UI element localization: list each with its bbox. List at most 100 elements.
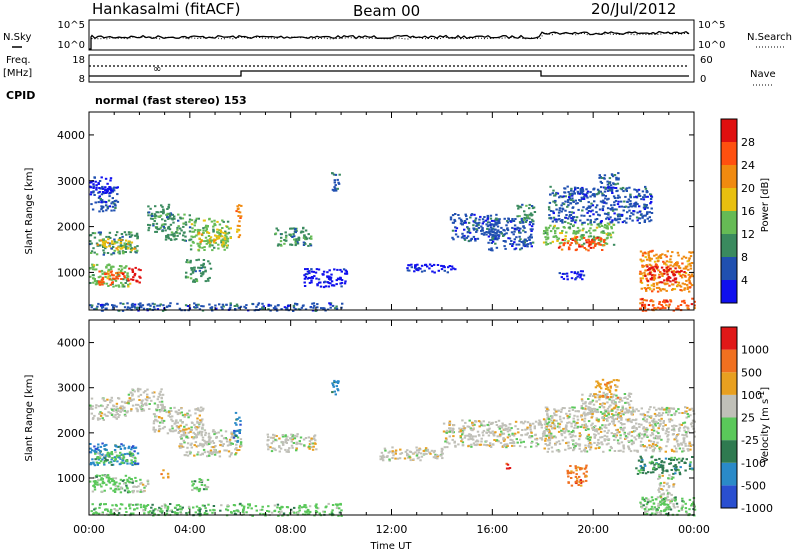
data-cell bbox=[528, 213, 531, 216]
data-cell bbox=[504, 443, 507, 446]
data-cell bbox=[89, 451, 93, 454]
data-cell bbox=[613, 439, 616, 441]
data-cell bbox=[578, 475, 581, 478]
data-cell bbox=[637, 423, 641, 426]
data-cell bbox=[472, 224, 475, 227]
data-cell bbox=[153, 430, 157, 433]
data-cell bbox=[92, 183, 95, 186]
data-cell bbox=[93, 251, 96, 254]
data-cell bbox=[454, 233, 458, 236]
data-cell bbox=[659, 423, 662, 426]
data-cell bbox=[552, 235, 555, 238]
data-cell bbox=[672, 270, 676, 273]
data-cell bbox=[665, 263, 668, 266]
data-cell bbox=[575, 202, 578, 205]
data-cell bbox=[580, 450, 583, 453]
data-cell bbox=[339, 277, 342, 280]
data-cell bbox=[452, 424, 455, 426]
data-cell bbox=[674, 267, 677, 270]
data-cell bbox=[528, 435, 532, 437]
data-cell bbox=[560, 408, 563, 411]
data-cell bbox=[681, 282, 684, 285]
data-cell bbox=[134, 460, 137, 463]
data-cell bbox=[465, 236, 468, 239]
data-cell bbox=[550, 419, 553, 422]
data-cell bbox=[98, 190, 101, 193]
data-cell bbox=[565, 425, 568, 428]
data-cell bbox=[130, 241, 134, 244]
data-cell bbox=[658, 414, 661, 417]
data-cell bbox=[127, 279, 130, 282]
data-cell bbox=[610, 432, 613, 435]
data-cell bbox=[661, 300, 665, 303]
data-cell bbox=[199, 241, 202, 244]
data-cell bbox=[388, 459, 391, 462]
data-cell bbox=[604, 383, 607, 386]
data-cell bbox=[458, 217, 461, 220]
data-cell bbox=[117, 416, 120, 419]
data-cell bbox=[668, 420, 671, 423]
data-cell bbox=[483, 424, 486, 427]
data-cell bbox=[296, 442, 299, 445]
data-cell bbox=[671, 251, 674, 254]
data-cell bbox=[599, 190, 602, 193]
data-cell bbox=[197, 451, 200, 454]
data-cell bbox=[546, 229, 549, 232]
data-cell bbox=[238, 416, 241, 419]
data-cell bbox=[192, 483, 195, 485]
data-cell bbox=[686, 288, 689, 290]
data-cell bbox=[612, 420, 616, 423]
data-cell bbox=[651, 290, 654, 293]
data-cell bbox=[480, 232, 484, 235]
data-cell bbox=[93, 449, 97, 452]
data-cell bbox=[655, 286, 659, 289]
data-cell bbox=[138, 399, 141, 401]
data-cell bbox=[596, 441, 600, 444]
data-cell bbox=[450, 265, 454, 268]
data-cell bbox=[606, 227, 609, 230]
data-cell bbox=[446, 446, 449, 449]
data-cell bbox=[251, 303, 255, 306]
data-cell bbox=[193, 224, 196, 227]
data-cell bbox=[558, 245, 562, 248]
data-cell bbox=[150, 399, 153, 402]
data-cell bbox=[680, 276, 684, 279]
data-cell bbox=[190, 446, 193, 449]
data-cell bbox=[137, 306, 140, 309]
data-cell bbox=[188, 220, 191, 223]
data-cell bbox=[200, 275, 203, 278]
data-cell bbox=[673, 412, 676, 415]
nave-tick-high: 60 bbox=[700, 55, 713, 66]
data-cell bbox=[137, 390, 140, 393]
data-cell bbox=[504, 428, 507, 431]
data-cell bbox=[670, 261, 673, 264]
data-cell bbox=[408, 264, 411, 267]
data-cell bbox=[220, 231, 223, 233]
data-cell bbox=[489, 232, 492, 235]
data-cell bbox=[270, 442, 273, 445]
data-cell bbox=[120, 233, 124, 235]
data-cell bbox=[172, 221, 175, 224]
data-cell bbox=[153, 220, 156, 222]
data-cell bbox=[193, 221, 197, 224]
data-cell bbox=[161, 218, 164, 221]
data-cell bbox=[563, 431, 566, 434]
data-cell bbox=[545, 227, 548, 230]
data-cell bbox=[659, 307, 662, 310]
data-cell bbox=[558, 442, 562, 445]
data-cell bbox=[101, 191, 105, 193]
data-cell bbox=[477, 226, 481, 229]
data-cell bbox=[103, 251, 106, 254]
data-cell bbox=[306, 273, 309, 276]
data-cell bbox=[588, 402, 591, 405]
data-cell bbox=[482, 420, 485, 423]
data-cell bbox=[303, 234, 306, 237]
data-cell bbox=[104, 192, 107, 194]
data-cell bbox=[544, 241, 548, 244]
data-cell bbox=[635, 449, 639, 452]
data-cell bbox=[667, 268, 670, 271]
data-cell bbox=[587, 238, 590, 241]
data-cell bbox=[615, 208, 618, 211]
data-cell bbox=[206, 450, 210, 453]
data-cell bbox=[142, 409, 146, 412]
